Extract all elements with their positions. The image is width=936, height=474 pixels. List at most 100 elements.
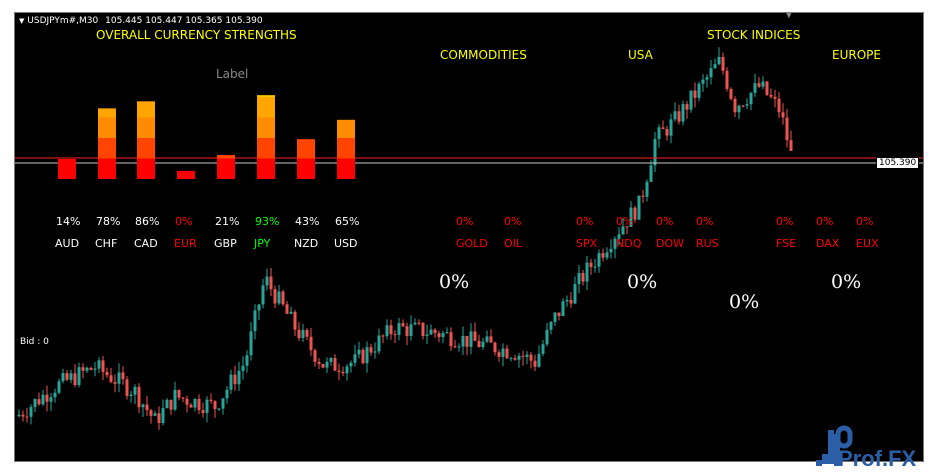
candle-body — [461, 335, 465, 347]
candle-body — [217, 408, 221, 410]
candle-body — [369, 347, 373, 353]
candle-body — [581, 272, 585, 282]
currency-pct-nzd: 43% — [295, 215, 320, 228]
strength-bar-segment-gbp — [217, 155, 235, 159]
strength-bar-segment-jpy — [257, 158, 275, 179]
candle-body — [353, 354, 357, 363]
chart-menu-icon[interactable]: ▼ — [19, 17, 25, 25]
overall-currency-strengths-title: OVERALL CURRENCY STRENGTHS — [96, 28, 297, 42]
candle-body — [625, 226, 629, 228]
price-tick-mark — [866, 48, 870, 49]
candle-body — [765, 81, 769, 95]
candle-body — [85, 367, 89, 371]
price-axis[interactable]: 105.625 105.555 105.485 105.415 105.345 105.2… — [866, 12, 936, 461]
candle-body — [109, 375, 113, 382]
candle-body — [421, 322, 425, 336]
candle-body — [485, 336, 489, 342]
candle-body — [509, 358, 513, 360]
logo-text: Prof.FX — [838, 446, 917, 471]
price-tick-label: 105.065 — [884, 318, 922, 328]
candle-body — [397, 323, 401, 335]
candle-body — [133, 386, 137, 395]
candle-body — [69, 373, 73, 380]
candle-body — [457, 346, 461, 348]
currency-code-chf: CHF — [95, 237, 118, 250]
candle-body — [585, 262, 589, 282]
candle-body — [477, 340, 481, 347]
candle-body — [449, 332, 453, 347]
candle-body — [685, 104, 689, 110]
candle-body — [337, 370, 341, 372]
candle-body — [17, 414, 21, 417]
candle-body — [137, 386, 141, 408]
candle-body — [141, 404, 145, 408]
currency-pct-chf: 78% — [96, 215, 121, 228]
candle-body — [589, 262, 593, 268]
price-tick-mark — [866, 289, 870, 291]
candle-body — [757, 83, 761, 87]
instrument-pct-ndq: 0% — [616, 215, 634, 228]
candle-body — [153, 413, 157, 416]
candle-body — [341, 371, 345, 374]
candle-body — [329, 358, 333, 362]
price-tick-label: 105.275 — [884, 214, 922, 225]
candle-body — [237, 370, 241, 385]
price-tick-label: 105.205 — [884, 249, 922, 259]
candle-body — [161, 408, 165, 423]
candle-body — [145, 404, 149, 411]
price-tick-label: 105.345 — [884, 180, 922, 190]
candle-body — [621, 226, 625, 235]
price-tick-mark — [866, 82, 870, 84]
prof-fx-logo: Prof.FX — [808, 424, 928, 471]
candle-body — [401, 323, 405, 327]
candle-body — [641, 195, 645, 197]
candle-body — [665, 129, 669, 136]
strength-bar-segment-cad — [137, 158, 155, 179]
candle-body — [61, 373, 65, 382]
candle-body — [33, 399, 37, 408]
candle-body — [697, 83, 701, 98]
currency-code-nzd: NZD — [294, 237, 319, 250]
candle-body — [229, 374, 233, 390]
candle-body — [669, 119, 673, 136]
strength-bar-segment-usd — [337, 138, 355, 159]
europe-title: EUROPE — [832, 48, 881, 62]
candle-body — [753, 83, 757, 93]
candle-body — [653, 138, 657, 166]
candle-body — [221, 398, 225, 409]
europe-total: 0% — [831, 271, 862, 293]
chart-window[interactable]: ▼ USDJPYm#,M30 105.445 105.447 105.365 1… — [14, 12, 924, 462]
candle-body — [65, 373, 69, 380]
candle-body — [473, 331, 477, 341]
candle-body — [245, 355, 249, 366]
candle-body — [373, 351, 377, 353]
candle-body — [673, 111, 677, 120]
candle-body — [297, 329, 301, 338]
price-tick-label: 104.855 — [884, 421, 922, 432]
candle-body — [517, 355, 521, 360]
usa-total: 0% — [627, 271, 658, 293]
candle-body — [717, 56, 721, 65]
candle-body — [769, 94, 773, 97]
candle-body — [177, 389, 181, 398]
candle-body — [249, 331, 253, 356]
currency-pct-aud: 14% — [56, 215, 81, 228]
strength-bar-segment-chf — [98, 117, 116, 138]
price-tick-label: 104.995 — [884, 352, 922, 363]
candle-body — [269, 276, 273, 290]
candle-body — [569, 299, 573, 304]
candle-body — [525, 354, 529, 357]
candle-body — [505, 348, 509, 359]
candle-body — [333, 358, 337, 371]
strength-bar-segment-nzd — [297, 158, 315, 179]
candle-body — [689, 90, 693, 110]
candle-body — [441, 332, 445, 338]
candle-body — [565, 299, 569, 302]
candle-body — [225, 389, 229, 399]
strength-bar-segment-jpy — [257, 95, 275, 97]
price-chart[interactable] — [15, 13, 923, 461]
instrument-code-dax: DAX — [816, 237, 840, 250]
chart-shift-marker-icon[interactable]: ▼ — [785, 12, 793, 20]
currency-code-gbp: GBP — [214, 237, 237, 250]
candle-body — [409, 324, 413, 337]
